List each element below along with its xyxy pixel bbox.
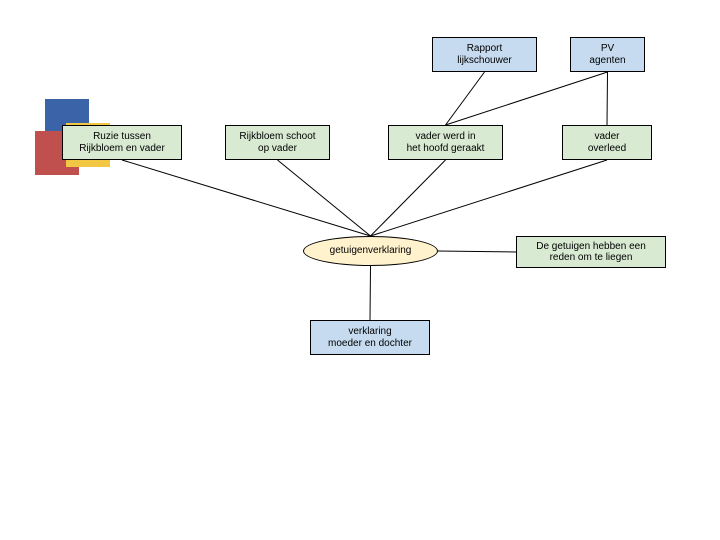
edge-pv-hoofd — [446, 72, 608, 125]
node-pv: PVagenten — [570, 37, 645, 72]
edge-overleed-getuigen — [371, 160, 608, 236]
node-liegen: De getuigen hebben eenreden om te liegen — [516, 236, 666, 268]
node-getuigen: getuigenverklaring — [303, 236, 438, 266]
diagram-stage: Rapportlijkschouwer PVagenten Ruzie tussen… — [0, 0, 720, 540]
node-label-schoot: Rijkbloem schootop vader — [239, 131, 315, 154]
edge-getuigen-verklaring — [370, 266, 371, 320]
node-label-verklaring: verklaringmoeder en dochter — [328, 326, 412, 349]
node-hoofd: vader werd inhet hoofd geraakt — [388, 125, 503, 160]
node-ruzie: Ruzie tussenRijkbloem en vader — [62, 125, 182, 160]
edge-ruzie-getuigen — [122, 160, 371, 236]
edge-pv-overleed — [607, 72, 608, 125]
edge-hoofd-getuigen — [371, 160, 446, 236]
node-label-overleed: vaderoverleed — [588, 131, 626, 154]
node-label-getuigen: getuigenverklaring — [330, 245, 412, 257]
edge-getuigen-liegen — [438, 251, 516, 252]
edges-layer — [0, 0, 720, 540]
node-verklaring: verklaringmoeder en dochter — [310, 320, 430, 355]
node-overleed: vaderoverleed — [562, 125, 652, 160]
node-label-liegen: De getuigen hebben eenreden om te liegen — [536, 241, 646, 264]
node-schoot: Rijkbloem schootop vader — [225, 125, 330, 160]
node-label-hoofd: vader werd inhet hoofd geraakt — [407, 131, 485, 154]
edge-rapport-hoofd — [446, 72, 485, 125]
node-label-ruzie: Ruzie tussenRijkbloem en vader — [79, 131, 165, 154]
node-rapport: Rapportlijkschouwer — [432, 37, 537, 72]
node-label-rapport: Rapportlijkschouwer — [457, 43, 511, 66]
node-label-pv: PVagenten — [589, 43, 625, 66]
edge-schoot-getuigen — [278, 160, 371, 236]
